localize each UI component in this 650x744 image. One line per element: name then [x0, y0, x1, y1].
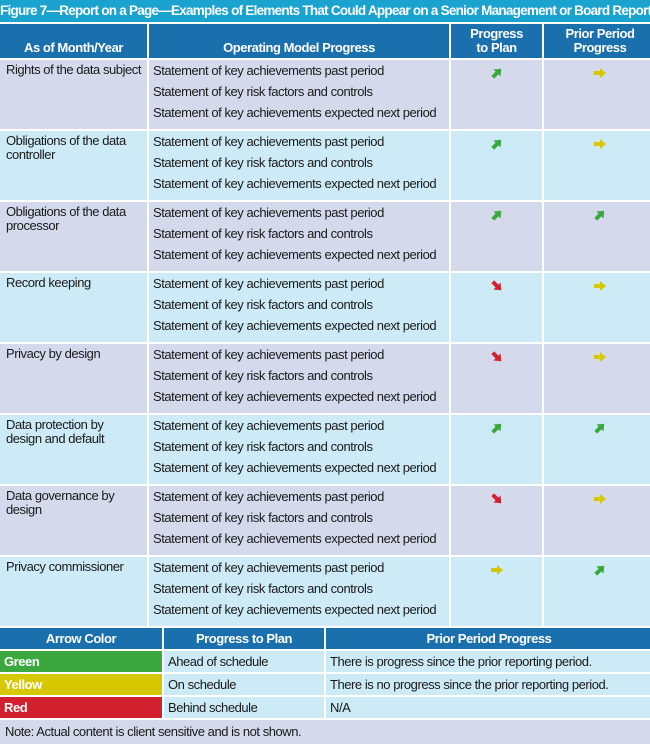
legend-header-plan: Progress to Plan [164, 628, 324, 649]
row-label: Obligations of the data processor [0, 202, 147, 271]
legend-color-green: Green [0, 651, 162, 672]
header-month: As of Month/Year [0, 24, 147, 58]
statement: Statement of key achievements past perio… [153, 418, 384, 433]
row-label: Record keeping [0, 273, 147, 342]
statement: Statement of key achievements expected n… [153, 247, 437, 262]
progress-to-plan-cell [451, 415, 542, 484]
prior-period-cell [544, 60, 650, 129]
prior-period-cell [544, 557, 650, 626]
row-label: Data governance by design [0, 486, 147, 555]
legend-prior: There is progress since the prior report… [326, 651, 650, 672]
progress-to-plan-cell [451, 131, 542, 200]
arrow-right-icon [594, 139, 606, 149]
statements: Statement of key achievements past perio… [149, 202, 449, 271]
arrow-up-right-icon [490, 423, 501, 434]
legend-color-red: Red [0, 697, 162, 718]
progress-to-plan-cell [451, 202, 542, 271]
prior-period-cell [544, 344, 650, 413]
statement: Statement of key achievements past perio… [153, 347, 384, 362]
statement: Statement of key achievements past perio… [153, 205, 384, 220]
prior-period-cell [544, 273, 650, 342]
header-plan: Progress to Plan [451, 24, 542, 58]
legend-plan: Behind schedule [164, 697, 324, 718]
statement: Statement of key achievements expected n… [153, 176, 437, 191]
arrow-right-icon [594, 494, 606, 504]
statement: Statement of key achievements past perio… [153, 489, 384, 504]
legend-header-color: Arrow Color [0, 628, 162, 649]
note: Note: Actual content is client sensitive… [0, 720, 650, 744]
statement: Statement of key achievements expected n… [153, 602, 437, 617]
legend-table: Arrow Color Progress to Plan Prior Perio… [0, 628, 650, 718]
legend-prior: N/A [326, 697, 650, 718]
header-prior: Prior Period Progress [544, 24, 650, 58]
progress-to-plan-cell [451, 557, 542, 626]
arrow-down-right-icon [490, 280, 501, 291]
arrow-right-icon [594, 68, 606, 78]
row-label: Privacy by design [0, 344, 147, 413]
header-model: Operating Model Progress [149, 24, 449, 58]
statements: Statement of key achievements past perio… [149, 273, 449, 342]
progress-to-plan-cell [451, 344, 542, 413]
arrow-down-right-icon [490, 351, 501, 362]
arrow-right-icon [594, 352, 606, 362]
statements: Statement of key achievements past perio… [149, 415, 449, 484]
progress-to-plan-cell [451, 273, 542, 342]
legend-header-prior: Prior Period Progress [326, 628, 650, 649]
row-label: Privacy commissioner [0, 557, 147, 626]
row-label: Data protection by design and default [0, 415, 147, 484]
statement: Statement of key achievements past perio… [153, 63, 384, 78]
statements: Statement of key achievements past perio… [149, 344, 449, 413]
statement: Statement of key achievements past perio… [153, 276, 384, 291]
prior-period-cell [544, 202, 650, 271]
statement: Statement of key risk factors and contro… [153, 368, 373, 383]
statement: Statement of key achievements expected n… [153, 389, 437, 404]
arrow-down-right-icon [490, 493, 501, 504]
statement: Statement of key risk factors and contro… [153, 84, 373, 99]
statements: Statement of key achievements past perio… [149, 557, 449, 626]
row-label: Rights of the data subject [0, 60, 147, 129]
statement: Statement of key risk factors and contro… [153, 581, 373, 596]
statement: Statement of key risk factors and contro… [153, 226, 373, 241]
progress-to-plan-cell [451, 60, 542, 129]
arrow-up-right-icon [594, 210, 605, 221]
header-prior-label: Prior Period Progress [565, 26, 635, 55]
statement: Statement of key achievements expected n… [153, 460, 437, 475]
statements: Statement of key achievements past perio… [149, 60, 449, 129]
legend-prior: There is no progress since the prior rep… [326, 674, 650, 695]
statement: Statement of key achievements past perio… [153, 134, 384, 149]
prior-period-cell [544, 415, 650, 484]
statements: Statement of key achievements past perio… [149, 131, 449, 200]
legend-plan: Ahead of schedule [164, 651, 324, 672]
arrow-up-right-icon [490, 210, 501, 221]
figure-title: Figure 7—Report on a Page—Examples of El… [0, 0, 650, 22]
statement: Statement of key achievements past perio… [153, 560, 384, 575]
arrow-right-icon [490, 565, 503, 575]
statement: Statement of key risk factors and contro… [153, 510, 373, 525]
statement: Statement of key achievements expected n… [153, 531, 437, 546]
header-plan-label: Progress to Plan [470, 26, 523, 55]
report-table: As of Month/Year Operating Model Progres… [0, 22, 650, 626]
legend-color-yellow: Yellow [0, 674, 162, 695]
statement: Statement of key achievements expected n… [153, 318, 437, 333]
statement: Statement of key risk factors and contro… [153, 297, 373, 312]
row-label: Obligations of the data controller [0, 131, 147, 200]
statement: Statement of key risk factors and contro… [153, 155, 373, 170]
arrow-up-right-icon [594, 423, 605, 434]
arrow-up-right-icon [490, 68, 501, 79]
arrow-right-icon [594, 281, 606, 291]
statement: Statement of key achievements expected n… [153, 105, 437, 120]
arrow-up-right-icon [594, 565, 605, 576]
statements: Statement of key achievements past perio… [149, 486, 449, 555]
prior-period-cell [544, 131, 650, 200]
progress-to-plan-cell [451, 486, 542, 555]
arrow-up-right-icon [490, 139, 501, 150]
prior-period-cell [544, 486, 650, 555]
legend-plan: On schedule [164, 674, 324, 695]
statement: Statement of key risk factors and contro… [153, 439, 373, 454]
